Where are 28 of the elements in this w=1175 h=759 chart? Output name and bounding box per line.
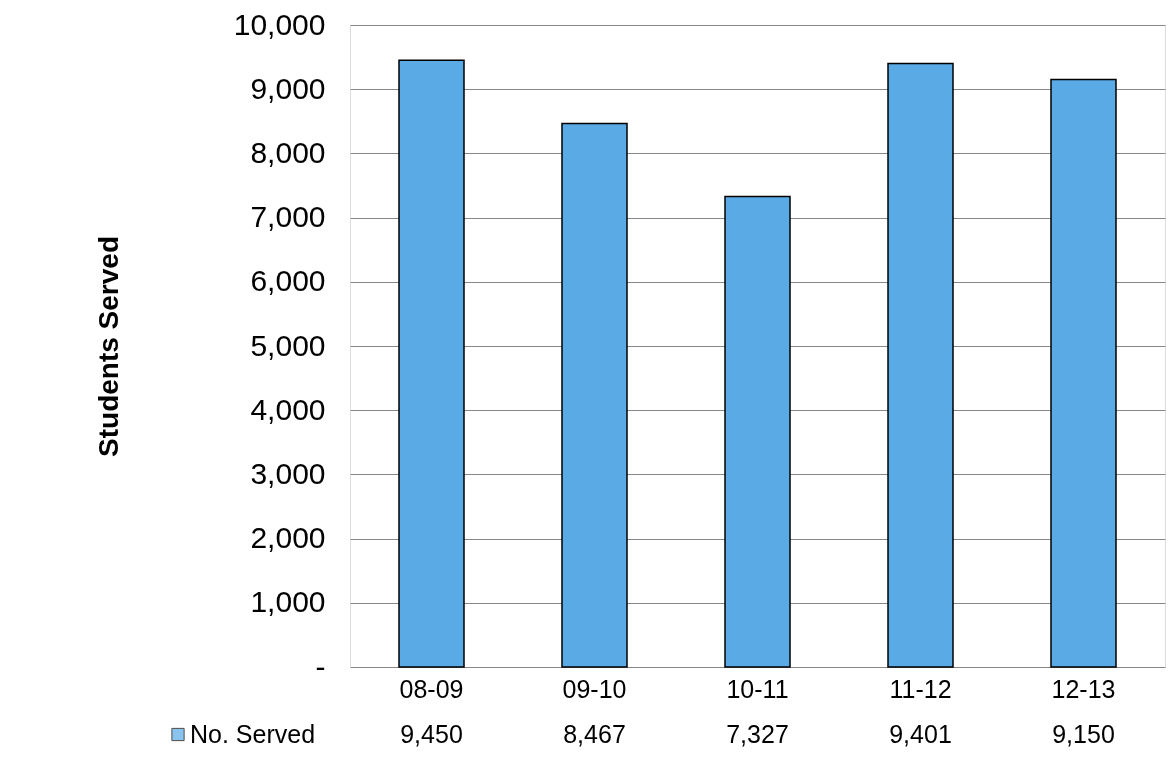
y-tick-label: 7,000 <box>250 200 326 234</box>
y-tick-label: 1,000 <box>250 585 326 619</box>
bar <box>561 122 628 668</box>
data-label: 9,450 <box>400 719 463 748</box>
x-tick-label: 12-13 <box>1051 674 1116 703</box>
y-tick-label: 6,000 <box>250 264 326 298</box>
data-label: 9,150 <box>1052 719 1115 748</box>
y-tick-label: 4,000 <box>250 392 326 426</box>
y-axis-title: Students Served <box>92 236 124 457</box>
data-label: 8,467 <box>563 719 626 748</box>
y-tick-label: 2,000 <box>250 521 326 555</box>
bar <box>1050 78 1117 668</box>
legend-label: No. Served <box>190 719 316 748</box>
y-tick-label: 8,000 <box>250 135 326 169</box>
x-tick-label: 11-12 <box>889 674 952 703</box>
data-label: 9,401 <box>889 719 952 748</box>
y-tick-label: 9,000 <box>250 71 326 105</box>
x-tick-label: 08-09 <box>399 674 464 703</box>
bar <box>887 62 954 668</box>
data-label: 7,327 <box>726 719 789 748</box>
y-tick-label: - <box>315 649 326 683</box>
x-tick-label: 10-11 <box>726 674 789 703</box>
bar <box>724 195 791 668</box>
x-tick-label: 09-10 <box>562 674 627 703</box>
y-tick-label: 3,000 <box>250 456 326 490</box>
y-tick-label: 10,000 <box>233 7 326 41</box>
y-tick-label: 5,000 <box>250 328 326 362</box>
bar <box>398 59 465 668</box>
